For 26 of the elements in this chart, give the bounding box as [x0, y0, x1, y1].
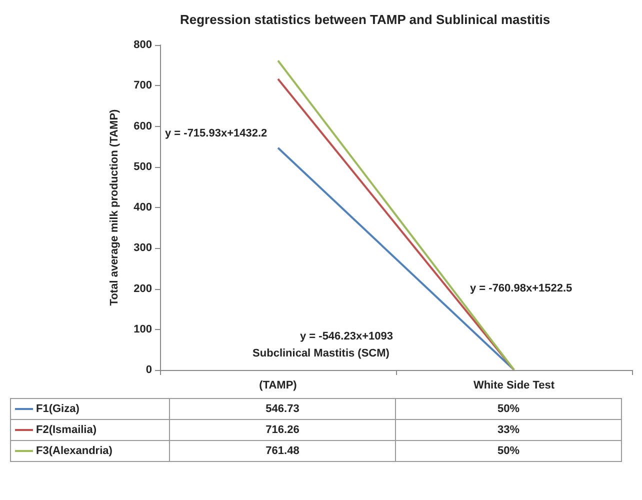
y-tick-label: 100 [134, 323, 152, 336]
y-tick-label: 400 [134, 202, 152, 214]
data-label: 546.73 [170, 398, 396, 420]
legend-label: F3(Alexandria) [10, 440, 170, 462]
x-tick-label: White Side Test [473, 380, 555, 392]
y-tick-label: 200 [134, 282, 152, 295]
y-tick-label: 300 [134, 242, 152, 254]
y-tick-label: 800 [134, 39, 152, 51]
data-label: 50% [396, 398, 622, 420]
x-axis-title: Subclinical Mastitis (SCM) [252, 348, 390, 360]
data-label: 33% [396, 420, 622, 440]
y-tick-label: 600 [134, 120, 152, 132]
y-tick-label: 700 [134, 80, 152, 92]
x-tick-label: (TAMP) [259, 380, 298, 392]
y-tick-label: 500 [134, 160, 152, 173]
annotation: y = -760.98x+1522.5 [470, 282, 572, 294]
data-label: 761.48 [170, 440, 396, 462]
legend-label: F1(Giza) [10, 398, 170, 420]
data-label: 716.26 [170, 420, 396, 440]
chart-title: Regression statistics between TAMP and Sublinical mastitis [180, 12, 550, 27]
legend-label: F2(Ismailia) [10, 420, 170, 440]
y-axis-title: Total average milk production (TAMP) [108, 108, 120, 306]
data-label: 50% [396, 440, 622, 462]
annotation: y = -715.93x+1432.2 [165, 128, 268, 140]
y-tick-label: 0 [146, 364, 152, 376]
annotation: y = -546.23x+1093 [300, 330, 393, 342]
